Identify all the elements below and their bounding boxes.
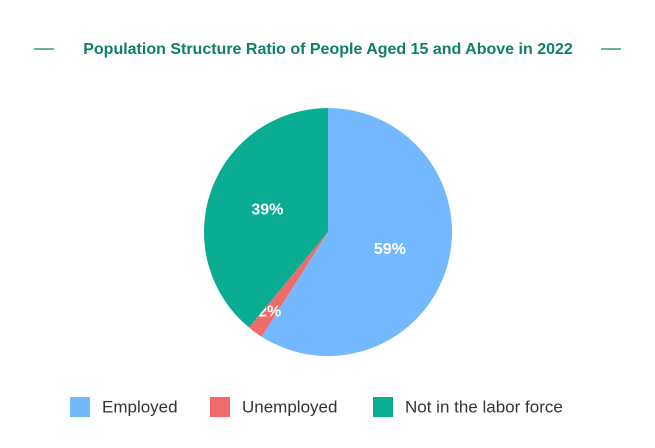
legend-label: Not in the labor force (405, 397, 563, 416)
legend-swatch (70, 397, 90, 417)
pie-slice (203, 108, 328, 328)
value-label: 59% (374, 241, 406, 258)
chart-title: Population Structure Ratio of People Age… (83, 41, 573, 58)
legend-swatch (373, 397, 393, 417)
pie-slice (261, 108, 452, 356)
legend-label: Employed (102, 397, 178, 416)
legend-label: Unemployed (242, 397, 337, 416)
value-label: 39% (251, 201, 283, 218)
legend-swatch (210, 397, 230, 417)
pie-slice (248, 232, 328, 337)
